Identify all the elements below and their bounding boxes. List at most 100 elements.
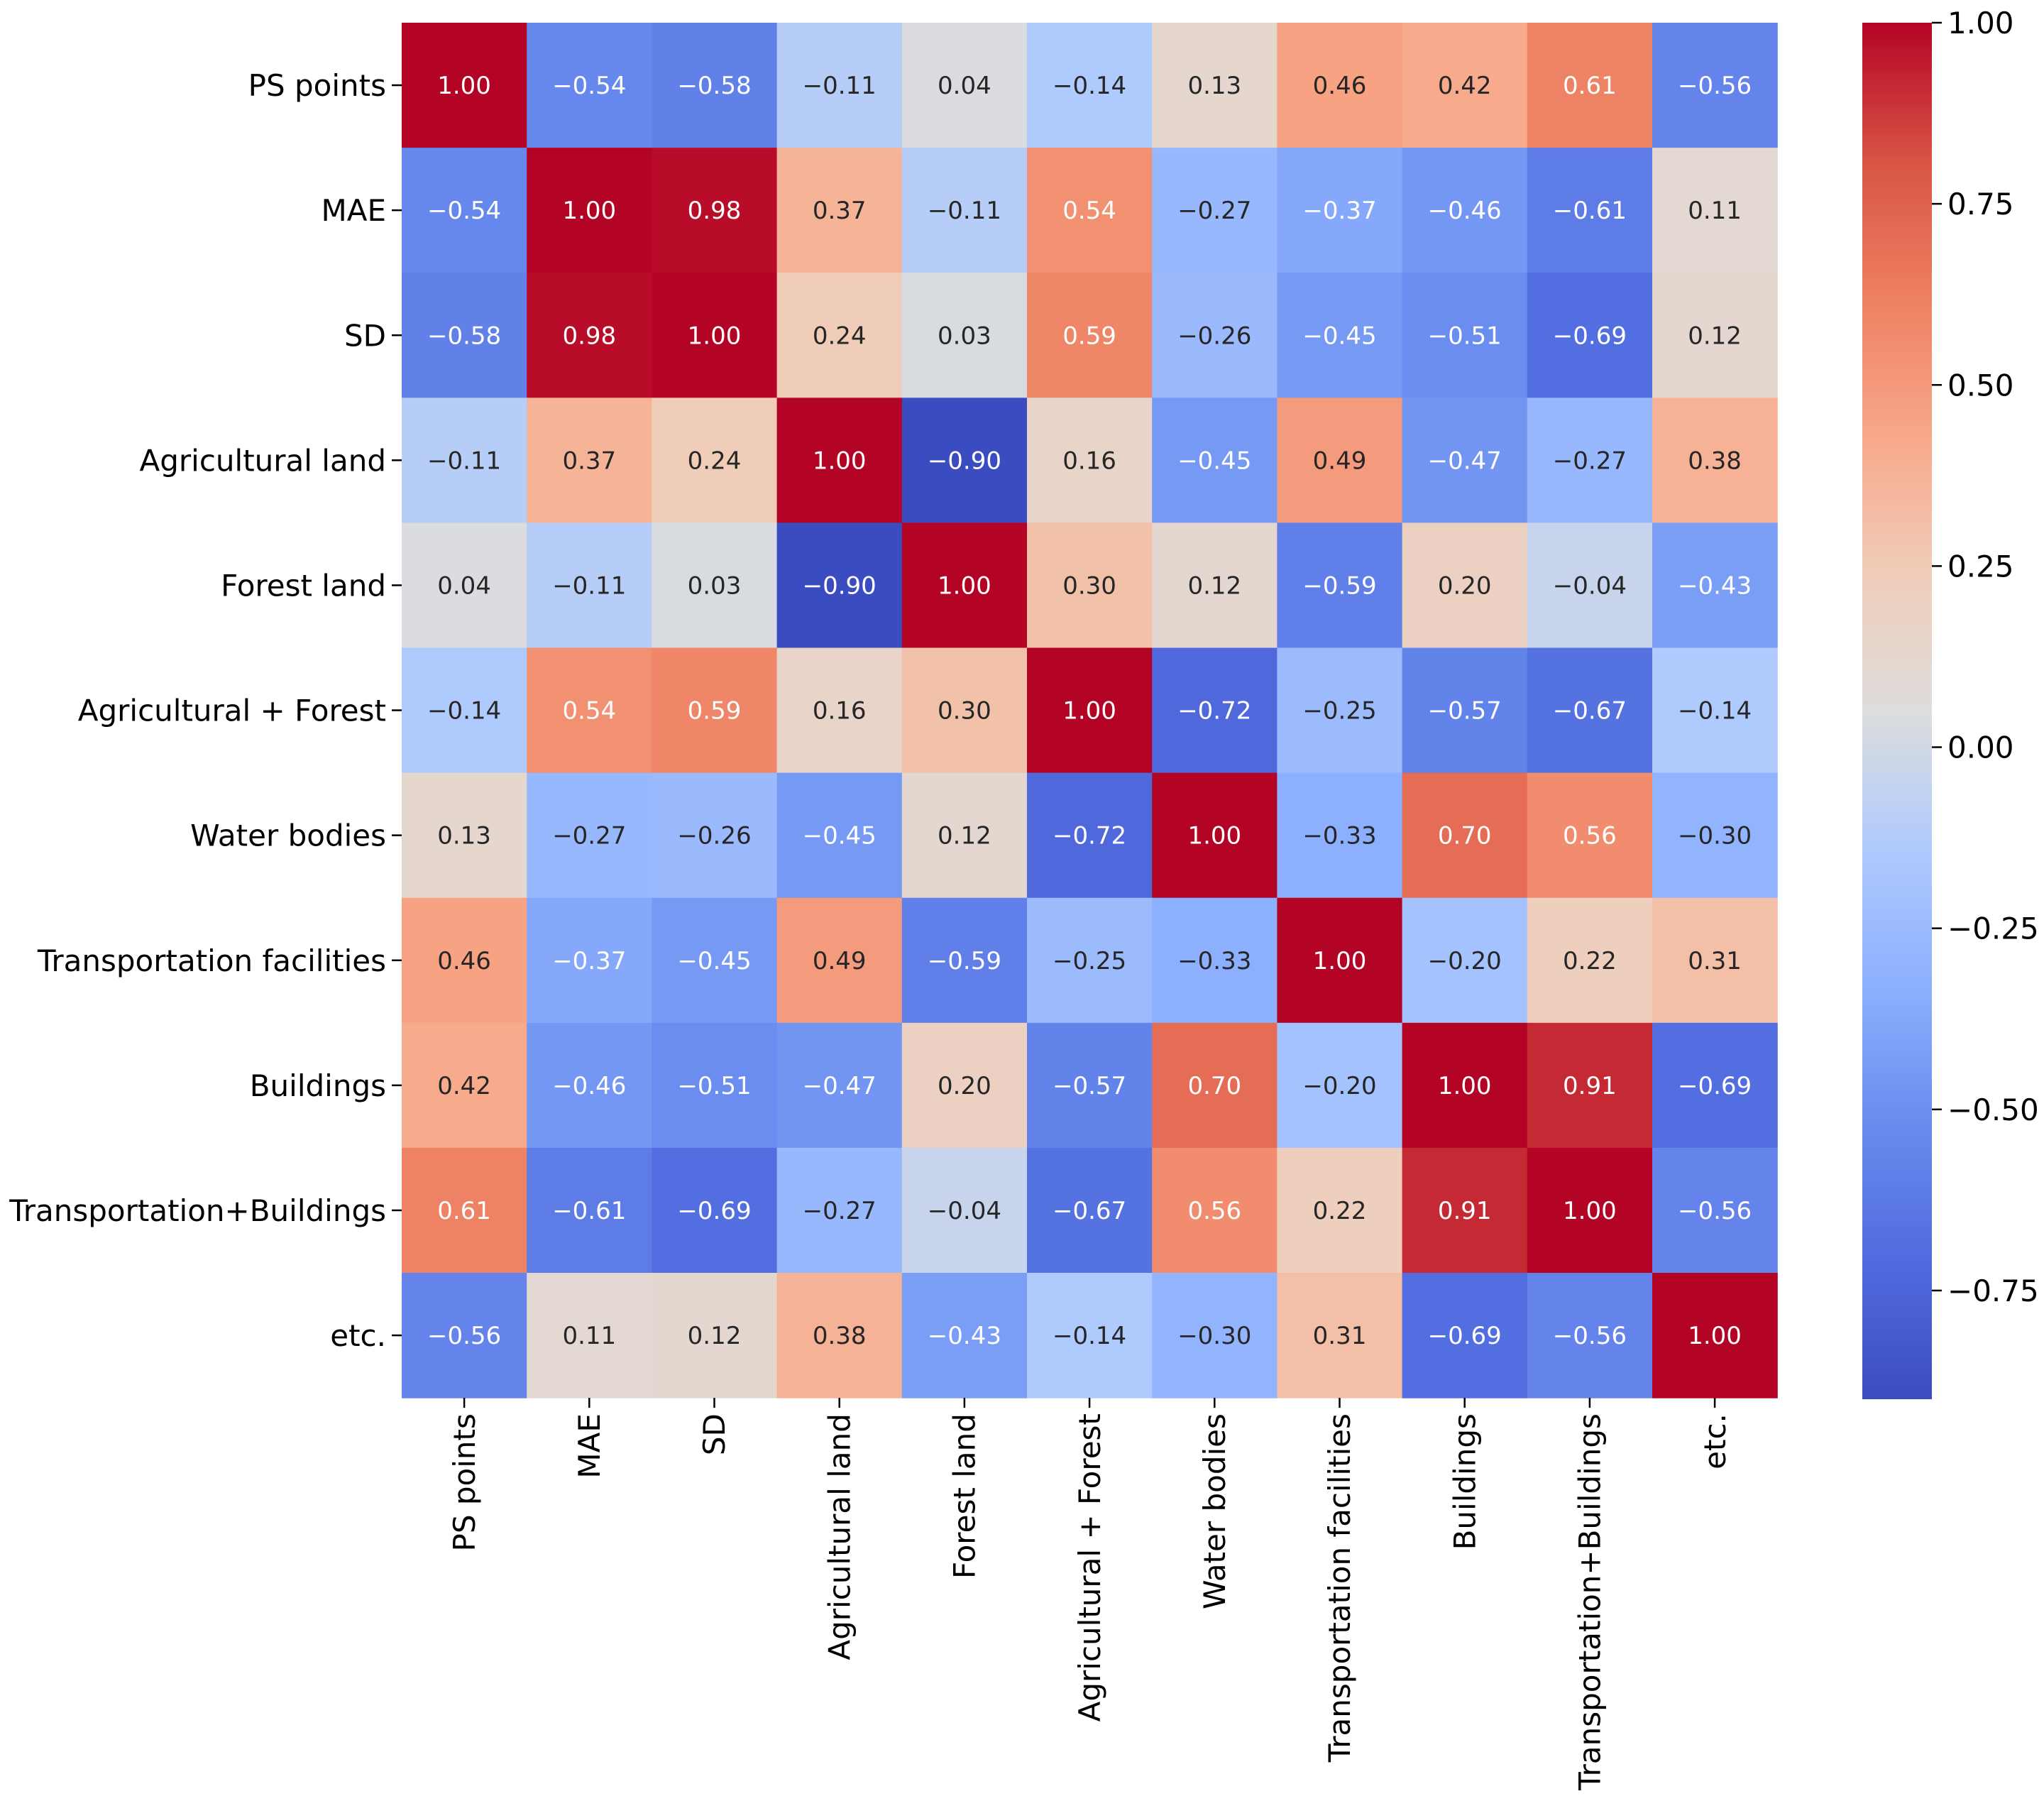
heatmap-cell-r9-c3 — [776, 1147, 903, 1274]
cell-value-label: 0.12 — [938, 822, 991, 850]
cell-value-label: −0.43 — [928, 1322, 1001, 1350]
cell-value-label: −0.69 — [677, 1197, 751, 1225]
heatmap-cell-r1-c2 — [652, 148, 778, 273]
cell-value-label: −0.56 — [1678, 72, 1752, 100]
heatmap-cell-r1-c6 — [1152, 148, 1278, 273]
cell-value-label: 0.31 — [1313, 1322, 1367, 1350]
cell-value-label: −0.59 — [1302, 571, 1376, 600]
cell-value-label: 0.98 — [688, 197, 742, 225]
cell-value-label: 0.22 — [1563, 947, 1617, 975]
heatmap-cell-r0-c8 — [1402, 23, 1528, 148]
heatmap-cell-r0-c10 — [1652, 23, 1778, 148]
cell-value-label: −0.14 — [1678, 697, 1752, 726]
heatmap-cell-r2-c7 — [1277, 273, 1403, 398]
cell-value-label: 1.00 — [688, 322, 742, 350]
cell-value-label: −0.69 — [1678, 1072, 1752, 1100]
heatmap-cell-r3-c3 — [776, 398, 903, 523]
cell-value-label: 0.03 — [688, 571, 742, 600]
cell-value-label: 1.00 — [813, 447, 867, 475]
heatmap-cell-labels: 1.00 −0.54 −0.58 −0.11 0.04 −0.14 0.13 0.46 0.42… — [427, 72, 1752, 1350]
column-axis-labels: PS points MAE SD Agricultural land Forest la… — [447, 1398, 1732, 1791]
colorbar: 1.00 0.75 0.50 0.25 0.00 −0.25 −0.50 −0.75 — [1862, 6, 2039, 1399]
heatmap-cell-r5-c4 — [901, 647, 1028, 774]
heatmap-cell-r3-c10 — [1652, 398, 1778, 523]
heatmap-cell-r10-c0 — [402, 1273, 527, 1398]
cell-value-label: 0.98 — [562, 322, 616, 350]
heatmap-cell-r7-c6 — [1152, 897, 1278, 1024]
heatmap-cell-r6-c8 — [1402, 772, 1528, 899]
cell-value-label: 0.31 — [1688, 947, 1742, 975]
cell-value-label: 1.00 — [1313, 947, 1367, 975]
colorbar-tick-label: 0.75 — [1947, 187, 2014, 221]
heatmap-cell-r3-c2 — [652, 398, 778, 523]
cell-value-label: −0.37 — [1302, 197, 1376, 225]
cell-value-label: −0.45 — [803, 822, 877, 850]
heatmap-cell-r9-c0 — [402, 1147, 527, 1274]
heatmap-cell-r4-c7 — [1277, 522, 1403, 649]
cell-value-label: 0.54 — [1062, 197, 1116, 225]
cell-value-label: −0.54 — [552, 72, 626, 100]
cell-value-label: 0.24 — [688, 447, 742, 475]
cell-value-label: −0.56 — [427, 1322, 501, 1350]
cell-value-label: −0.26 — [1177, 322, 1251, 350]
cell-value-label: −0.59 — [928, 947, 1001, 975]
heatmap-cell-r2-c4 — [901, 273, 1028, 398]
cell-value-label: 0.16 — [1062, 447, 1116, 475]
heatmap-cells — [402, 23, 1778, 1398]
heatmap-cell-r6-c7 — [1277, 772, 1403, 899]
row-label-ps-points: PS points — [248, 68, 386, 103]
cell-value-label: 0.04 — [938, 72, 991, 100]
heatmap-cell-r2-c6 — [1152, 273, 1278, 398]
heatmap-cell-r8-c0 — [402, 1022, 527, 1149]
heatmap-cell-r9-c5 — [1027, 1147, 1153, 1274]
heatmap-cell-r6-c6 — [1152, 772, 1278, 899]
heatmap-cell-r6-c10 — [1652, 772, 1778, 899]
heatmap-cell-r4-c9 — [1527, 522, 1653, 649]
cell-value-label: −0.43 — [1678, 571, 1752, 600]
cell-value-label: −0.67 — [1053, 1197, 1126, 1225]
colorbar-tick-label: −0.50 — [1947, 1093, 2039, 1127]
heatmap-cell-r6-c4 — [901, 772, 1028, 899]
cell-value-label: −0.90 — [928, 447, 1001, 475]
heatmap-cell-r0-c1 — [527, 23, 652, 148]
heatmap-cell-r6-c9 — [1527, 772, 1653, 899]
heatmap-cell-r5-c0 — [402, 647, 527, 774]
cell-value-label: 0.70 — [1187, 1072, 1241, 1100]
cell-value-label: 0.59 — [1062, 322, 1116, 350]
row-label-buildings: Buildings — [250, 1068, 386, 1103]
heatmap-cell-r5-c2 — [652, 647, 778, 774]
heatmap-cell-r7-c4 — [901, 897, 1028, 1024]
cell-value-label: −0.72 — [1177, 697, 1251, 726]
colorbar-tick-label: 1.00 — [1947, 6, 2014, 40]
heatmap-cell-r6-c3 — [776, 772, 903, 899]
heatmap-cell-r0-c4 — [901, 23, 1028, 148]
heatmap-cell-r5-c10 — [1652, 647, 1778, 774]
cell-value-label: 0.22 — [1313, 1197, 1367, 1225]
cell-value-label: −0.58 — [677, 72, 751, 100]
column-label-forest-land: Forest land — [947, 1413, 982, 1579]
row-label-mae: MAE — [321, 193, 386, 228]
heatmap-cell-r10-c4 — [901, 1273, 1028, 1398]
column-label-transportation-buildings: Transportation+Buildings — [1573, 1413, 1608, 1791]
heatmap-cell-r7-c7 — [1277, 897, 1403, 1024]
heatmap-cell-r6-c5 — [1027, 772, 1153, 899]
cell-value-label: −0.51 — [1428, 322, 1502, 350]
column-label-water-bodies: Water bodies — [1197, 1413, 1232, 1609]
row-label-transportation-facilities: Transportation facilities — [37, 943, 386, 978]
row-label-water-bodies: Water bodies — [190, 819, 386, 853]
cell-value-label: 0.04 — [437, 571, 491, 600]
heatmap-cell-r2-c5 — [1027, 273, 1153, 398]
heatmap-cell-r3-c8 — [1402, 398, 1528, 523]
row-label-transportation-buildings: Transportation+Buildings — [9, 1193, 386, 1228]
cell-value-label: 0.38 — [1688, 447, 1742, 475]
heatmap-cell-r1-c5 — [1027, 148, 1153, 273]
heatmap-cell-r9-c8 — [1402, 1147, 1528, 1274]
heatmap-cell-r5-c9 — [1527, 647, 1653, 774]
heatmap-cell-r8-c1 — [527, 1022, 652, 1149]
row-label-agricultural-forest: Agricultural + Forest — [78, 694, 386, 728]
cell-value-label: −0.45 — [1302, 322, 1376, 350]
heatmap-cell-r10-c3 — [776, 1273, 903, 1398]
heatmap-cell-r9-c4 — [901, 1147, 1028, 1274]
heatmap-cell-r4-c3 — [776, 522, 903, 649]
